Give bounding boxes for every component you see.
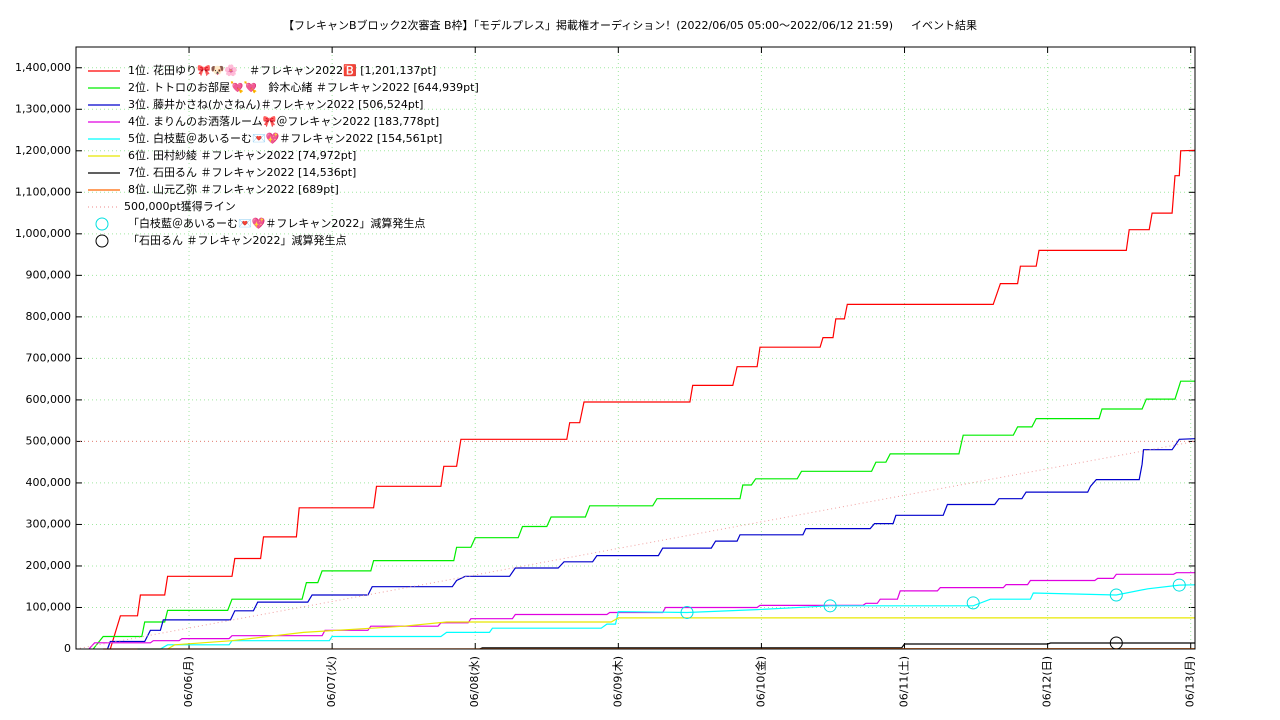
- series-line: [88, 572, 1195, 650]
- y-tick-label: 300,000: [26, 517, 72, 530]
- legend-label: 7位. 石田るん ＃フレキャン2022 [14,536pt]: [128, 165, 356, 179]
- legend-label: 「石田るん ＃フレキャン2022」減算発生点: [128, 233, 347, 247]
- legend-label: 4位. まりんのお洒落ルーム🎀＠フレキャン2022 [183,778pt]: [128, 114, 439, 128]
- legend-label: 500,000pt獲得ライン: [124, 200, 236, 213]
- series-line: [92, 380, 1195, 650]
- legend-label: 8位. 山元乙弥 ＃フレキャン2022 [689pt]: [128, 182, 339, 196]
- x-tick-label: 06/09(木): [611, 656, 624, 707]
- marker: [823, 599, 837, 613]
- legend-marker: [95, 217, 109, 231]
- legend-label: 5位. 白枝藍＠あいるーむ💌💖＃フレキャン2022 [154,561pt]: [128, 131, 442, 145]
- series-line: [167, 617, 1195, 650]
- y-tick-label: 100,000: [26, 600, 72, 613]
- legend-label: 1位. 花田ゆり🎀🐶🌸 ＃フレキャン2022🅱️ [1,201,137pt]: [128, 63, 436, 77]
- legend-label: 6位. 田村紗綾 ＃フレキャン2022 [74,972pt]: [128, 148, 356, 162]
- series-line: [109, 149, 1196, 650]
- legend-label: 2位. トトロのお部屋💘💘 鈴木心緒 ＃フレキャン2022 [644,939pt…: [128, 80, 479, 94]
- x-tick-label: 06/13(月): [1184, 656, 1197, 707]
- y-tick-label: 600,000: [26, 393, 72, 406]
- marker: [1172, 578, 1186, 592]
- y-tick-label: 1,300,000: [15, 102, 71, 115]
- legend-marker: [95, 234, 109, 248]
- y-tick-label: 1,200,000: [15, 144, 71, 157]
- y-tick-label: 400,000: [26, 476, 72, 489]
- y-tick-label: 1,100,000: [15, 185, 71, 198]
- plot-frame: [75, 46, 1196, 650]
- y-tick-label: 200,000: [26, 559, 72, 572]
- marker: [1109, 588, 1123, 602]
- series-line: [137, 584, 1196, 650]
- y-tick-label: 800,000: [26, 310, 72, 323]
- y-tick-label: 0: [64, 642, 71, 655]
- chart-title: 【フレキャンBブロック2次審査 B枠】「モデルプレス」掲載権オーディション！(2…: [283, 18, 893, 32]
- x-tick-label: 06/12(日): [1041, 656, 1054, 707]
- y-tick-label: 500,000: [26, 434, 72, 447]
- x-tick-label: 06/08(水): [468, 656, 481, 707]
- x-tick-label: 06/07(火): [325, 656, 338, 707]
- marker: [966, 596, 980, 610]
- y-tick-label: 900,000: [26, 268, 72, 281]
- series-line: [479, 642, 1195, 650]
- x-tick-label: 06/10(金): [753, 656, 767, 707]
- series-line: [106, 438, 1196, 650]
- x-tick-label: 06/06(月): [182, 656, 195, 707]
- y-tick-label: 1,000,000: [15, 227, 71, 240]
- y-tick-label: 1,400,000: [15, 61, 71, 74]
- y-tick-label: 700,000: [26, 351, 72, 364]
- x-tick-label: 06/11(土): [898, 656, 911, 707]
- legend-label: 3位. 藤井かさね(かさねん)＃フレキャン2022 [506,524pt]: [128, 97, 423, 111]
- series-line: [75, 440, 1196, 650]
- legend-label: 「白枝藍＠あいるーむ💌💖＃フレキャン2022」減算発生点: [128, 216, 425, 230]
- chart-subtitle: イベント結果: [911, 18, 977, 32]
- marker: [680, 605, 694, 619]
